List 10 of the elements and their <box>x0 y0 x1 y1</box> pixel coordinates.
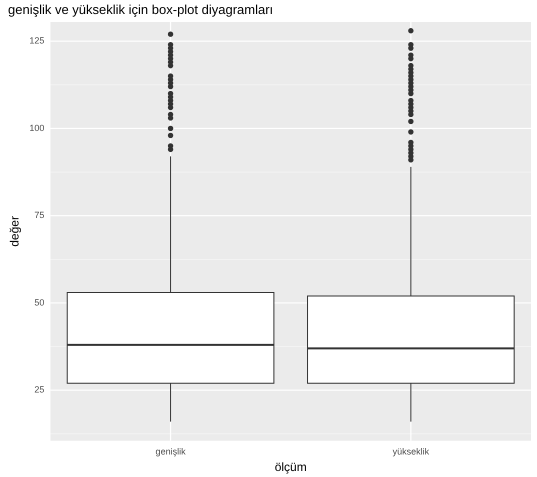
y-tick-label: 125 <box>29 36 44 46</box>
y-tick-label: 75 <box>34 210 44 220</box>
x-tick-label: genişlik <box>156 446 186 457</box>
y-axis-title: değer <box>8 216 22 247</box>
y-tick-label: 100 <box>29 122 44 133</box>
y-tick-label: 50 <box>34 297 44 308</box>
y-tick-label: 25 <box>34 384 44 395</box>
x-axis-title: ölçüm <box>274 460 307 474</box>
x-tick-label: yükseklik <box>392 446 430 457</box>
chart-title: genişlik ve yükseklik için box-plot diyagramları <box>8 2 274 17</box>
